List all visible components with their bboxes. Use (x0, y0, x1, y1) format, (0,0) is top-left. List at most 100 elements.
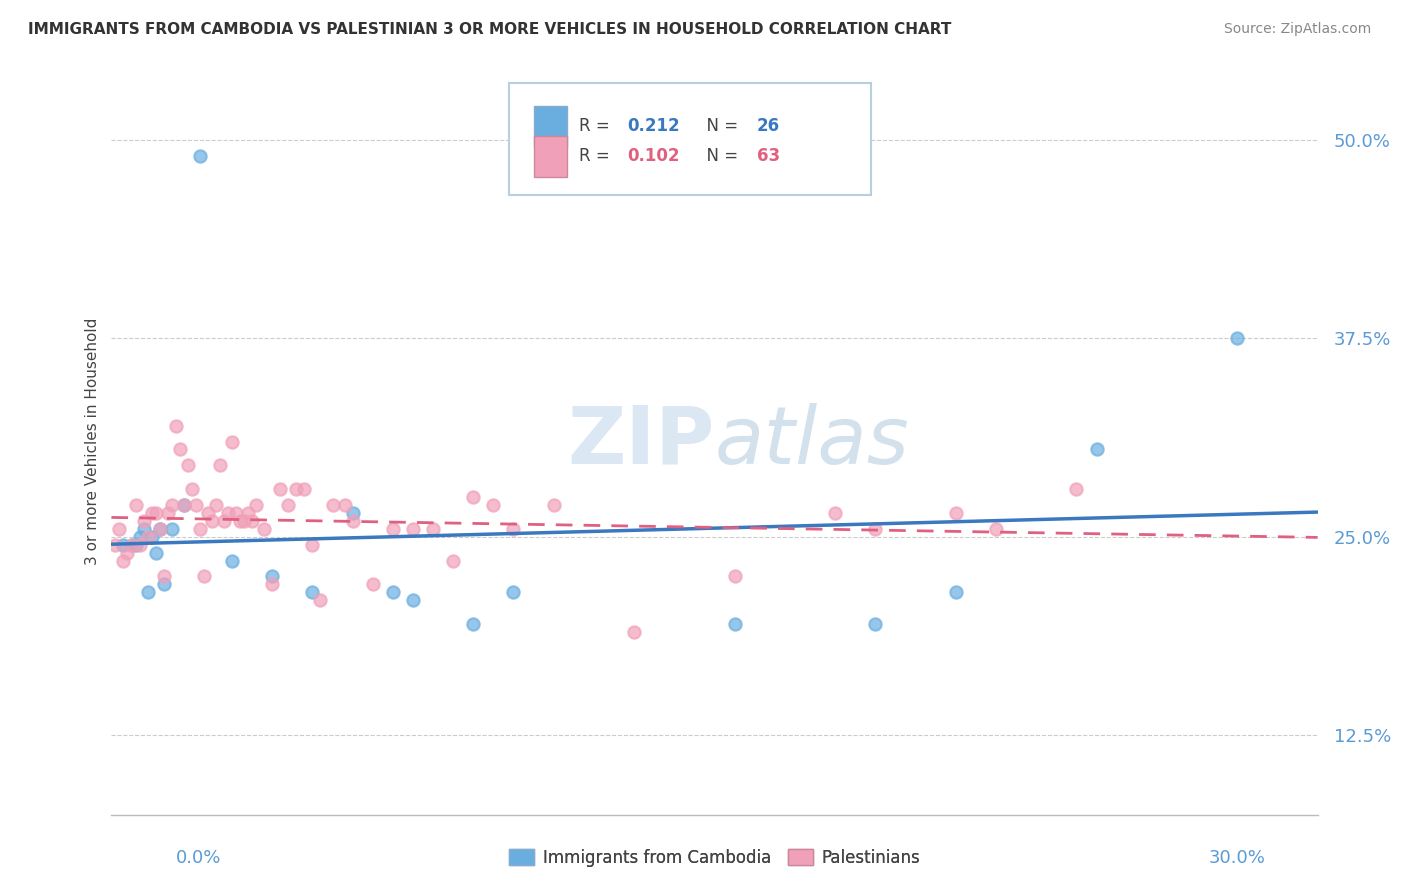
Point (269, 482, 291, 496)
Point (160, 498, 183, 512)
Point (132, 522, 155, 536)
Point (502, 522, 524, 536)
Point (402, 593, 425, 607)
Point (112, 538, 135, 552)
Point (201, 514, 224, 528)
Text: R =: R = (579, 147, 616, 165)
Point (173, 498, 195, 512)
Point (724, 617, 747, 632)
Point (169, 442, 191, 457)
Point (294, 482, 316, 496)
Point (149, 522, 172, 536)
Point (253, 522, 276, 536)
Point (245, 498, 267, 512)
Point (221, 434, 243, 449)
Point (322, 498, 344, 512)
Point (173, 498, 195, 512)
Point (188, 522, 211, 536)
Point (152, 569, 174, 583)
Point (124, 498, 146, 512)
Point (225, 506, 247, 520)
Point (121, 538, 143, 552)
Text: ZIP: ZIP (567, 402, 714, 481)
Point (145, 546, 167, 560)
Point (623, 625, 645, 640)
Point (193, 569, 215, 583)
Point (152, 577, 174, 591)
Point (824, 506, 846, 520)
Point (141, 506, 163, 520)
Text: 63: 63 (756, 147, 780, 165)
Point (128, 530, 150, 544)
Point (180, 482, 202, 496)
Point (1066, 482, 1088, 496)
Point (236, 506, 259, 520)
Text: N =: N = (696, 147, 744, 165)
Point (188, 149, 211, 163)
Point (132, 514, 155, 528)
Text: N =: N = (696, 117, 744, 135)
Point (309, 593, 332, 607)
Point (381, 585, 404, 599)
Point (160, 522, 183, 536)
Point (945, 585, 967, 599)
Point (865, 617, 887, 632)
Point (217, 506, 239, 520)
Point (233, 514, 256, 528)
Point (724, 569, 747, 583)
Point (463, 617, 485, 632)
Text: 26: 26 (756, 117, 780, 135)
Point (208, 458, 231, 473)
Point (945, 506, 967, 520)
Text: atlas: atlas (714, 402, 910, 481)
Point (463, 490, 485, 504)
Point (301, 585, 323, 599)
Text: IMMIGRANTS FROM CAMBODIA VS PALESTINIAN 3 OR MORE VEHICLES IN HOUSEHOLD CORRELAT: IMMIGRANTS FROM CAMBODIA VS PALESTINIAN … (28, 22, 952, 37)
Point (342, 514, 364, 528)
Point (117, 546, 139, 560)
Point (177, 458, 200, 473)
Point (165, 418, 187, 433)
Y-axis label: 3 or more Vehicles in Household: 3 or more Vehicles in Household (86, 318, 100, 566)
Point (441, 553, 464, 567)
Point (482, 498, 505, 512)
Text: 0.212: 0.212 (627, 117, 681, 135)
Point (128, 538, 150, 552)
Point (124, 538, 146, 552)
Text: 0.0%: 0.0% (176, 849, 221, 867)
Text: R =: R = (579, 117, 616, 135)
Point (121, 538, 143, 552)
Point (502, 585, 524, 599)
Point (402, 522, 425, 536)
FancyBboxPatch shape (534, 106, 568, 147)
Point (277, 498, 299, 512)
Point (229, 514, 252, 528)
Point (262, 569, 284, 583)
Point (136, 530, 159, 544)
Legend: Immigrants from Cambodia, Palestinians: Immigrants from Cambodia, Palestinians (503, 842, 927, 873)
Point (221, 553, 243, 567)
Text: 0.102: 0.102 (627, 147, 681, 165)
Point (197, 506, 219, 520)
Point (240, 514, 263, 528)
Point (342, 506, 364, 520)
Point (422, 522, 444, 536)
Point (1226, 331, 1249, 345)
Point (108, 522, 131, 536)
Point (865, 522, 887, 536)
Point (156, 506, 179, 520)
Point (149, 522, 172, 536)
Point (285, 482, 308, 496)
FancyBboxPatch shape (509, 84, 872, 195)
Point (333, 498, 356, 512)
Point (212, 514, 235, 528)
Point (381, 522, 404, 536)
FancyBboxPatch shape (534, 136, 568, 177)
Point (104, 538, 127, 552)
Point (301, 538, 323, 552)
Point (262, 577, 284, 591)
Point (145, 506, 167, 520)
Point (543, 498, 565, 512)
Point (361, 577, 384, 591)
Point (184, 498, 207, 512)
